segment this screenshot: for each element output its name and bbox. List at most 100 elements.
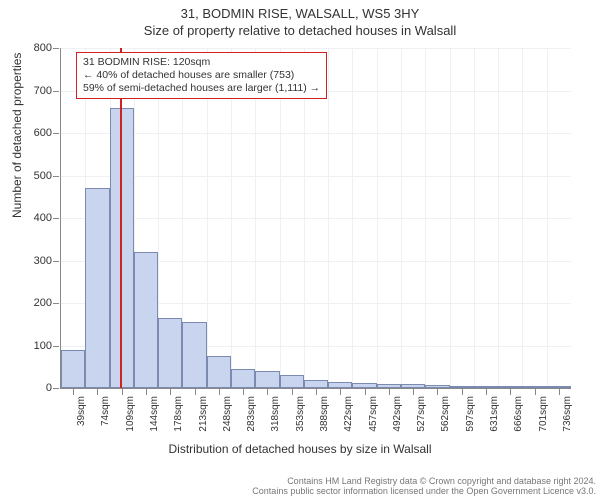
x-tick	[559, 389, 560, 395]
x-axis-label: Distribution of detached houses by size …	[0, 442, 600, 456]
x-tick	[437, 389, 438, 395]
x-tick-label: 631sqm	[489, 396, 500, 432]
x-tick-label: 178sqm	[173, 396, 184, 432]
x-tick	[122, 389, 123, 395]
gridline	[377, 48, 378, 388]
histogram-bar	[231, 369, 255, 388]
chart-title: Size of property relative to detached ho…	[0, 21, 600, 42]
gridline	[352, 48, 353, 388]
histogram-bar	[401, 384, 425, 388]
histogram-bar	[547, 386, 571, 388]
x-tick-label: 457sqm	[368, 396, 379, 432]
x-tick-label: 283sqm	[246, 396, 257, 432]
y-tick	[53, 218, 59, 219]
gridline	[522, 48, 523, 388]
x-tick-label: 562sqm	[440, 396, 451, 432]
histogram-bar	[425, 385, 449, 388]
x-tick-label: 736sqm	[562, 396, 573, 432]
x-tick	[316, 389, 317, 395]
gridline	[401, 48, 402, 388]
x-tick-label: 492sqm	[392, 396, 403, 432]
x-tick-label: 318sqm	[270, 396, 281, 432]
gridline	[474, 48, 475, 388]
y-tick-label: 400	[0, 212, 52, 224]
x-tick-label: 213sqm	[198, 396, 209, 432]
histogram-bar	[450, 386, 474, 388]
y-tick-label: 600	[0, 127, 52, 139]
gridline	[450, 48, 451, 388]
x-tick	[73, 389, 74, 395]
x-tick	[243, 389, 244, 395]
histogram-bar	[498, 386, 522, 388]
histogram-bar	[377, 384, 401, 388]
x-tick-label: 388sqm	[319, 396, 330, 432]
histogram-bar	[134, 252, 158, 388]
y-tick-label: 500	[0, 170, 52, 182]
x-tick	[97, 389, 98, 395]
x-tick-label: 597sqm	[465, 396, 476, 432]
x-tick	[292, 389, 293, 395]
annotation-line: 31 BODMIN RISE: 120sqm	[83, 56, 320, 69]
gridline	[61, 176, 571, 177]
x-tick-label: 353sqm	[295, 396, 306, 432]
x-tick-label: 144sqm	[149, 396, 160, 432]
annotation-box: 31 BODMIN RISE: 120sqm ← 40% of detached…	[76, 52, 327, 99]
x-tick-label: 248sqm	[222, 396, 233, 432]
chart-supertitle: 31, BODMIN RISE, WALSALL, WS5 3HY	[0, 0, 600, 21]
footer-attribution: Contains HM Land Registry data © Crown c…	[0, 476, 600, 496]
x-tick	[462, 389, 463, 395]
chart-container: 31, BODMIN RISE, WALSALL, WS5 3HY Size o…	[0, 0, 600, 500]
histogram-bar	[328, 382, 352, 388]
y-tick	[53, 133, 59, 134]
histogram-bar	[255, 371, 279, 388]
gridline	[547, 48, 548, 388]
x-tick	[535, 389, 536, 395]
y-tick	[53, 48, 59, 49]
histogram-bar	[522, 386, 546, 388]
histogram-bar	[207, 356, 231, 388]
x-tick-label: 527sqm	[416, 396, 427, 432]
y-tick	[53, 91, 59, 92]
y-tick-label: 200	[0, 297, 52, 309]
x-tick	[510, 389, 511, 395]
x-tick-label: 39sqm	[76, 396, 87, 426]
histogram-bar	[158, 318, 182, 388]
y-tick	[53, 261, 59, 262]
gridline	[61, 48, 571, 49]
gridline	[61, 218, 571, 219]
x-tick-label: 701sqm	[538, 396, 549, 432]
y-tick	[53, 388, 59, 389]
footer-line: Contains HM Land Registry data © Crown c…	[0, 476, 596, 486]
x-tick	[413, 389, 414, 395]
x-tick	[365, 389, 366, 395]
histogram-bar	[352, 383, 376, 388]
x-tick-label: 422sqm	[343, 396, 354, 432]
histogram-bar	[304, 380, 328, 389]
y-tick-label: 300	[0, 255, 52, 267]
x-tick	[170, 389, 171, 395]
y-tick	[53, 303, 59, 304]
y-tick-label: 800	[0, 42, 52, 54]
gridline	[498, 48, 499, 388]
gridline	[328, 48, 329, 388]
y-tick	[53, 346, 59, 347]
x-tick	[267, 389, 268, 395]
footer-line: Contains public sector information licen…	[0, 486, 596, 496]
x-tick	[389, 389, 390, 395]
histogram-bar	[182, 322, 206, 388]
x-tick	[340, 389, 341, 395]
histogram-bar	[61, 350, 85, 388]
y-tick-label: 100	[0, 340, 52, 352]
annotation-line: 59% of semi-detached houses are larger (…	[83, 82, 320, 95]
histogram-bar	[85, 188, 109, 388]
x-tick	[486, 389, 487, 395]
histogram-bar	[474, 386, 498, 388]
annotation-line: ← 40% of detached houses are smaller (75…	[83, 69, 320, 82]
gridline	[61, 133, 571, 134]
x-tick-label: 74sqm	[100, 396, 111, 426]
x-tick	[219, 389, 220, 395]
x-tick	[195, 389, 196, 395]
x-tick-label: 666sqm	[513, 396, 524, 432]
y-tick-label: 0	[0, 382, 52, 394]
y-tick	[53, 176, 59, 177]
